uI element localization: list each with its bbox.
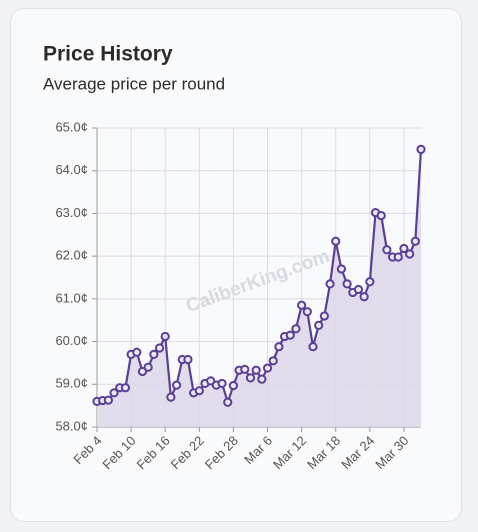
- point: [251, 365, 261, 375]
- y-tick-label: 64.0¢: [55, 162, 88, 177]
- x-tick-label: Feb 16: [134, 433, 173, 472]
- point: [228, 380, 239, 391]
- point: [120, 383, 131, 393]
- point: [297, 300, 307, 310]
- point: [291, 324, 301, 334]
- point: [336, 264, 347, 274]
- point: [393, 252, 403, 262]
- point: [257, 374, 267, 384]
- point: [405, 249, 415, 259]
- point: [319, 311, 329, 321]
- point: [171, 380, 182, 390]
- point: [154, 343, 165, 353]
- y-tick-label: 58.0¢: [55, 418, 88, 433]
- x-tick-label: Feb 10: [99, 433, 138, 472]
- x-tick-label: Mar 12: [270, 433, 309, 472]
- y-tick-label: 59.0¢: [55, 376, 88, 391]
- point: [410, 236, 420, 246]
- y-tick-label: 63.0¢: [55, 205, 88, 220]
- line: [96, 149, 423, 404]
- point: [416, 144, 426, 154]
- point: [268, 356, 278, 366]
- point: [359, 292, 369, 302]
- point: [325, 279, 335, 289]
- x-tick-label: Mar 24: [338, 433, 377, 472]
- point: [353, 284, 364, 295]
- x-tick-label: Mar 18: [304, 433, 343, 472]
- point: [149, 349, 159, 359]
- point: [382, 245, 392, 255]
- point: [166, 392, 176, 402]
- point: [365, 277, 375, 287]
- point: [331, 236, 341, 246]
- point: [160, 331, 170, 342]
- point: [274, 342, 284, 352]
- point: [132, 347, 142, 357]
- y-tick-label: 61.0¢: [55, 290, 88, 305]
- point: [217, 378, 227, 389]
- point: [194, 386, 204, 396]
- point: [223, 397, 233, 407]
- area: [97, 149, 421, 428]
- point: [285, 330, 295, 340]
- point: [137, 366, 148, 377]
- point: [308, 342, 318, 352]
- point: [206, 376, 216, 386]
- point: [143, 362, 153, 372]
- point: [245, 373, 256, 383]
- point: [240, 364, 250, 374]
- y-tick-label: 65.0¢: [55, 119, 88, 134]
- point: [262, 363, 273, 373]
- x-tick-label: Feb 28: [202, 433, 241, 472]
- point: [399, 243, 409, 254]
- chart-title: Price History: [43, 43, 173, 66]
- point: [183, 354, 193, 365]
- point: [314, 320, 324, 330]
- point: [109, 388, 119, 398]
- point: [302, 307, 312, 317]
- x-tick-label: Mar 30: [372, 433, 411, 472]
- y-tick-label: 60.0¢: [55, 333, 88, 348]
- y-tick-label: 62.0¢: [55, 248, 88, 263]
- x-tick-label: Feb 22: [168, 433, 207, 472]
- point: [103, 395, 113, 405]
- point: [376, 210, 386, 221]
- chart-subtitle: Average price per round: [43, 74, 225, 93]
- point: [342, 279, 352, 289]
